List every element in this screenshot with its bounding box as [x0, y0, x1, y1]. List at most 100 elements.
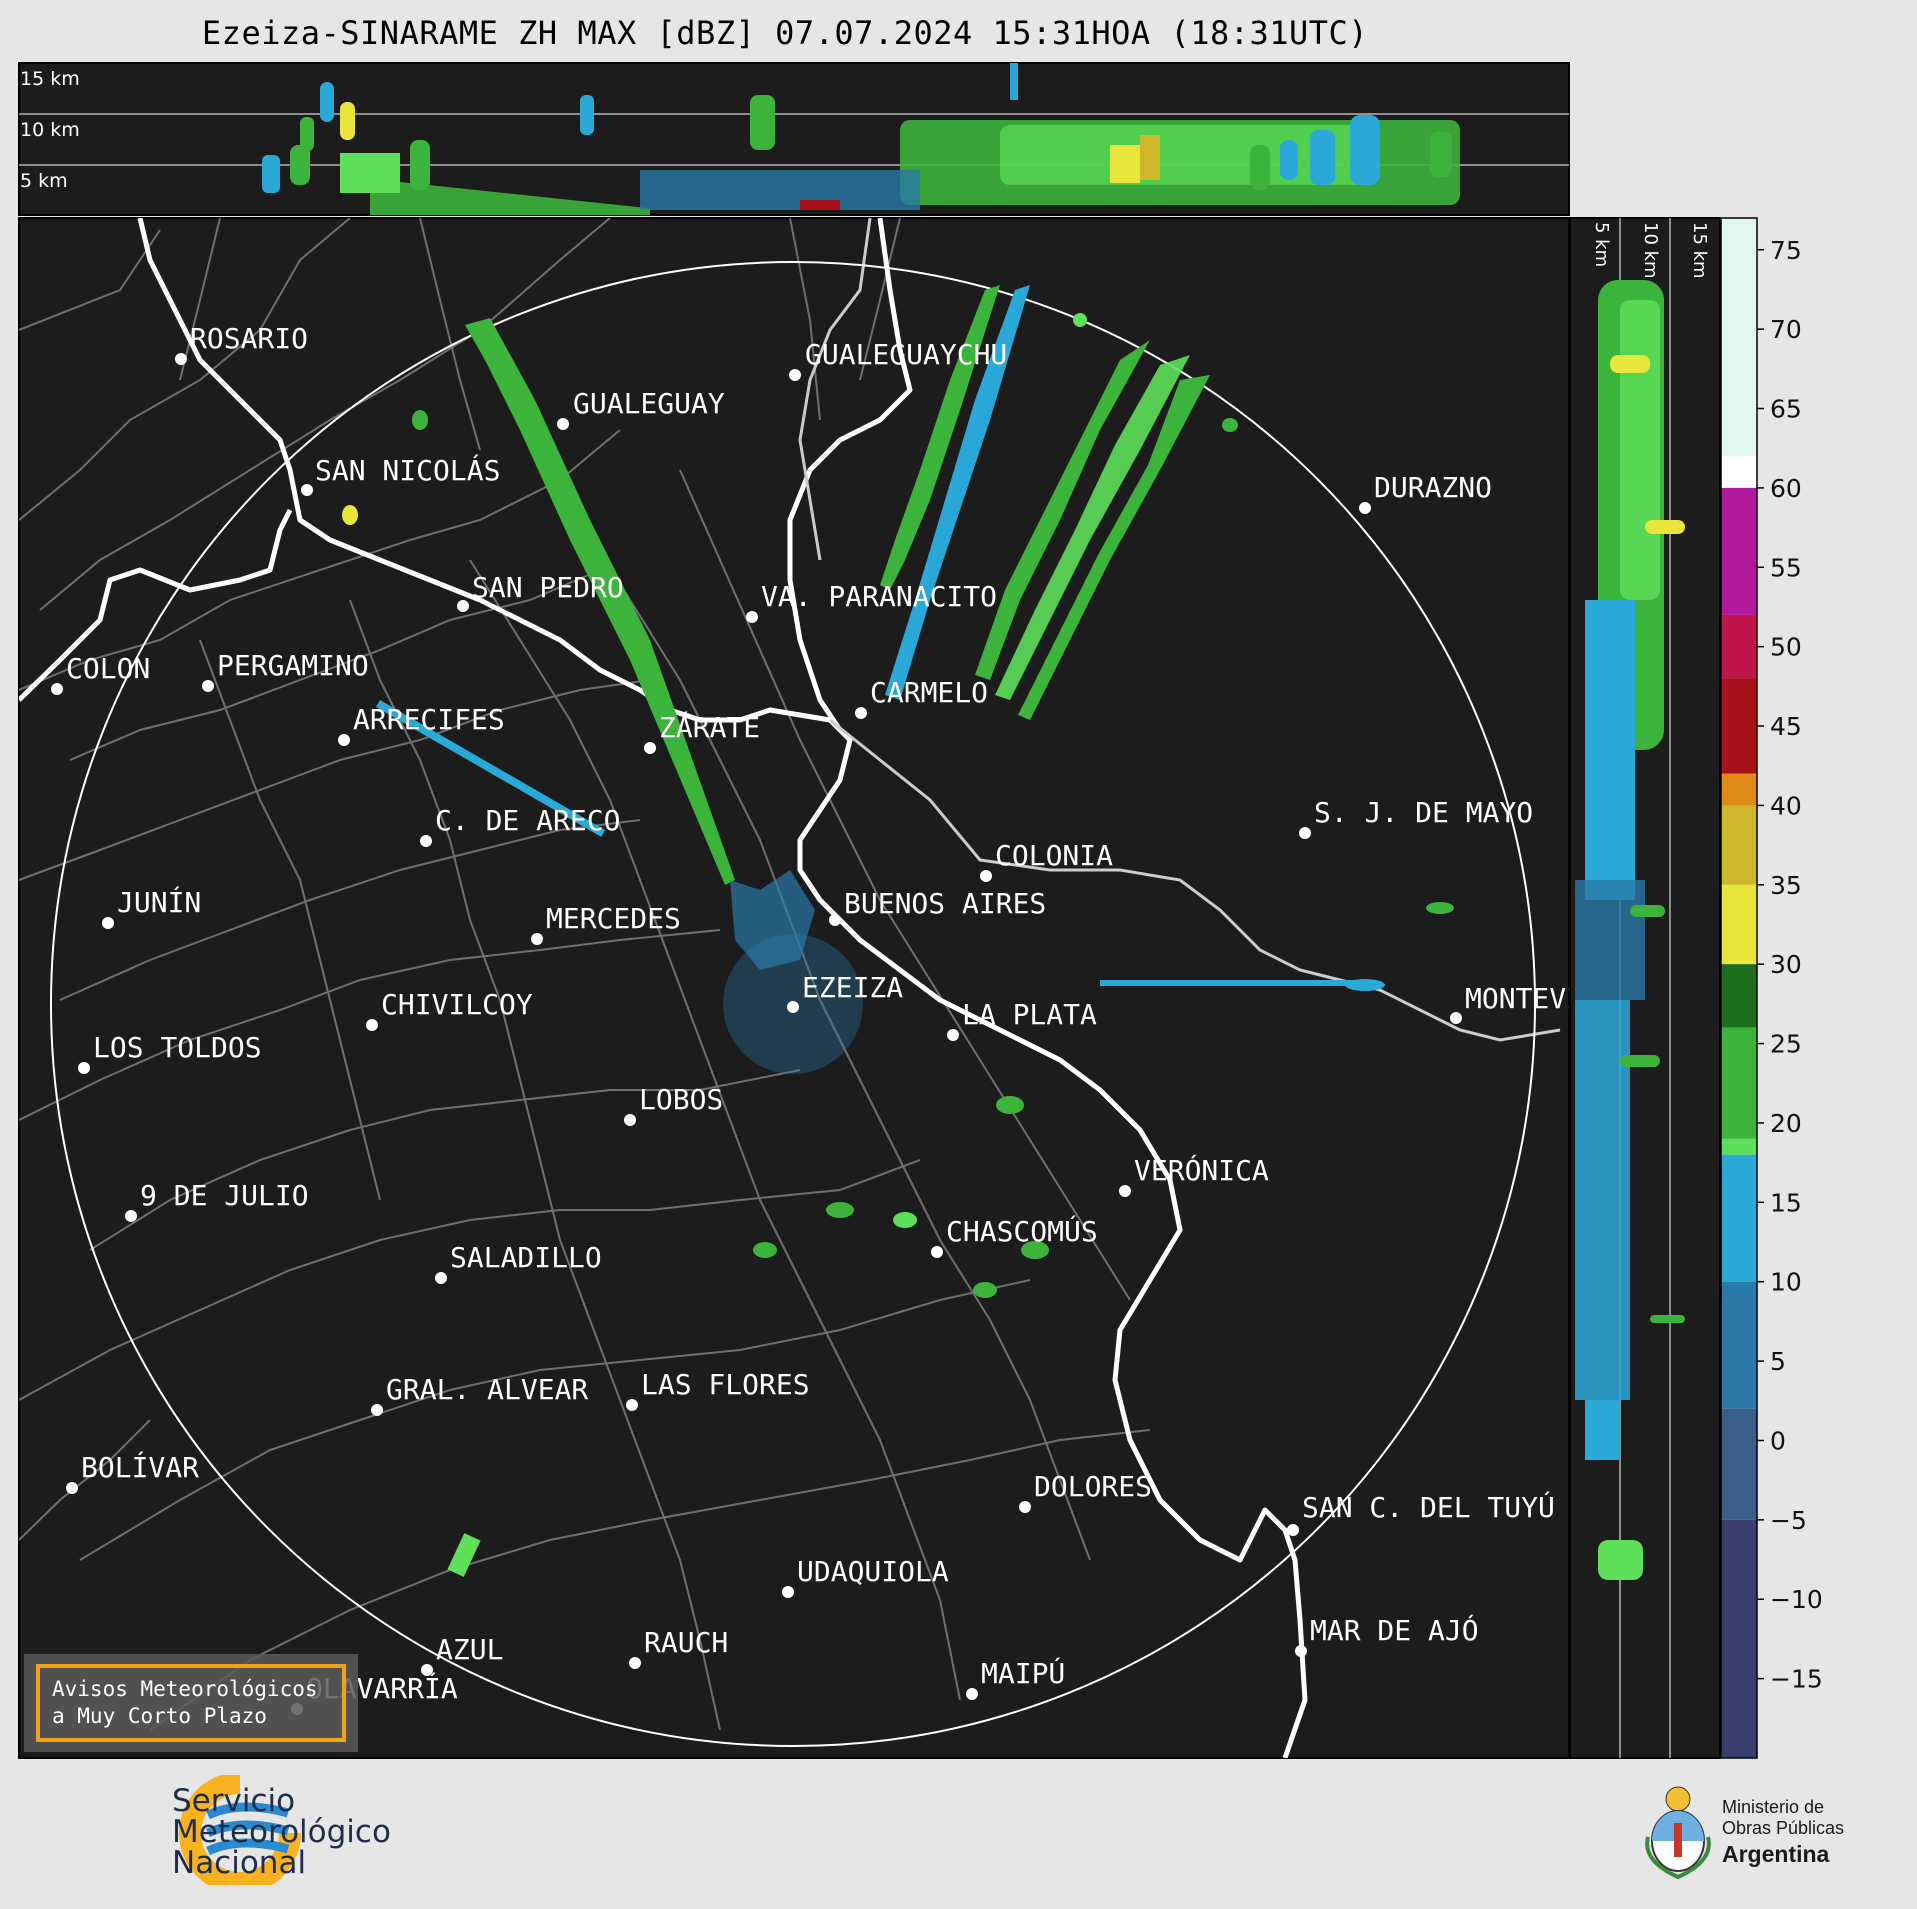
city-buenos-aires: BUENOS AIRES — [829, 887, 1046, 926]
city-label-rosario: ROSARIO — [190, 322, 308, 355]
city-label-mar-de-ajo: MAR DE AJÓ — [1310, 1613, 1479, 1647]
colorbar-band — [1721, 805, 1757, 885]
colorbar-band — [1721, 1408, 1757, 1520]
colorbar-tick-label: 5 — [1770, 1347, 1786, 1376]
city-udaquiola: UDAQUIOLA — [782, 1555, 949, 1598]
colorbar-band — [1721, 1154, 1757, 1282]
city-label-maipu: MAIPÚ — [981, 1656, 1065, 1690]
colorbar-tick-label: 70 — [1770, 315, 1802, 344]
city-durazno: DURAZNO — [1359, 471, 1492, 514]
ministry-line3: Argentina — [1722, 1841, 1830, 1867]
colorbar-tick-label: 10 — [1770, 1268, 1802, 1297]
city-colon: COLON — [51, 652, 150, 695]
city-label-va-paranacito: VA. PARANACITO — [761, 580, 997, 613]
city-la-plata: LA PLATA — [947, 998, 1097, 1041]
city-label-gualeguaychu: GUALEGUAYCHU — [805, 338, 1007, 371]
city-label-san-pedro: SAN PEDRO — [472, 571, 624, 604]
ministry-wordmark: Ministerio de Obras Públicas Argentina — [1722, 1797, 1844, 1869]
city-label-durazno: DURAZNO — [1374, 471, 1492, 504]
coastline — [19, 218, 1308, 1758]
city-label-gral-alvear: GRAL. ALVEAR — [386, 1373, 588, 1406]
city-los-toldos: LOS TOLDOS — [78, 1031, 262, 1074]
city-label-gualeguay: GUALEGUAY — [573, 387, 725, 420]
city-zarate: ZÁRATE — [644, 710, 760, 754]
side-label-15km: 15 km — [1689, 222, 1710, 279]
alert-box-line1: Avisos Meteorológicos — [52, 1677, 318, 1701]
top-cross-section-panel: 15 km 10 km 5 km — [18, 62, 1570, 216]
alert-box-line2: a Muy Corto Plazo — [52, 1704, 267, 1728]
city-label-los-toldos: LOS TOLDOS — [93, 1031, 262, 1064]
city-san-c-del-tuyu: SAN C. DEL TUYÚ — [1287, 1490, 1555, 1536]
top-echo-layer — [262, 63, 1460, 215]
side-label-5km: 5 km — [1591, 222, 1612, 267]
city-maipu: MAIPÚ — [966, 1656, 1065, 1700]
city-label-carmelo: CARMELO — [870, 676, 988, 709]
city-label-mercedes: MERCEDES — [546, 902, 681, 935]
argentina-coat-of-arms-icon — [1645, 1786, 1711, 1880]
colorbar-tick-label: 0 — [1770, 1426, 1786, 1455]
city-azul: AZUL — [421, 1633, 503, 1676]
city-label-montevideo: MONTEVIDEO — [1465, 982, 1634, 1015]
city-pergamino: PERGAMINO — [202, 649, 369, 692]
colorbar-tick-label: 30 — [1770, 950, 1802, 979]
city-label-rauch: RAUCH — [644, 1626, 728, 1659]
colorbar-band — [1721, 456, 1757, 488]
side-echo-layer — [1575, 280, 1685, 1580]
city-label-las-flores: LAS FLORES — [641, 1368, 810, 1401]
city-label-dolores: DOLORES — [1034, 1470, 1152, 1503]
colorbar-tick-label: −15 — [1770, 1665, 1823, 1694]
city-label-colonia: COLONIA — [995, 839, 1113, 872]
side-label-10km: 10 km — [1640, 222, 1661, 279]
city-label-c-de-areco: C. DE ARECO — [435, 804, 620, 837]
side-cross-section-panel: 5 km 10 km 15 km — [1569, 217, 1721, 1759]
colorbar-tick-label: 65 — [1770, 395, 1802, 424]
alert-box[interactable]: Avisos Meteorológicos a Muy Corto Plazo — [24, 1654, 358, 1752]
city-gral-alvear: GRAL. ALVEAR — [371, 1373, 588, 1416]
colorbar-band — [1721, 614, 1757, 679]
top-label-5km: 5 km — [20, 170, 68, 192]
city-rauch: RAUCH — [629, 1626, 728, 1669]
rio-de-la-plata-border — [798, 218, 1561, 1042]
city-saladillo: SALADILLO — [435, 1241, 602, 1284]
city-carmelo: CARMELO — [855, 676, 988, 719]
city-label-9-de-julio: 9 DE JULIO — [140, 1179, 309, 1212]
city-label-veronica: VERÓNICA — [1134, 1153, 1269, 1187]
city-label-s-j-de-mayo: S. J. DE MAYO — [1314, 796, 1533, 829]
colorbar-tick-label: 35 — [1770, 871, 1802, 900]
colorbar-tick-label: 20 — [1770, 1109, 1802, 1138]
colorbar-band — [1721, 487, 1757, 615]
city-veronica: VERÓNICA — [1119, 1153, 1269, 1197]
city-san-nicolas: SAN NICOLÁS — [301, 453, 500, 496]
city-junin: JUNÍN — [102, 885, 201, 929]
colorbar-band — [1721, 964, 1757, 1028]
city-label-colon: COLON — [66, 652, 150, 685]
city-mar-de-ajo: MAR DE AJÓ — [1295, 1613, 1479, 1657]
city-label-san-c-del-tuyu: SAN C. DEL TUYÚ — [1302, 1490, 1555, 1524]
city-label-pergamino: PERGAMINO — [217, 649, 369, 682]
colorbar-band — [1721, 884, 1757, 965]
colorbar-tick-label: 75 — [1770, 236, 1802, 265]
colorbar-tick-label: 40 — [1770, 791, 1802, 820]
city-c-de-areco: C. DE ARECO — [420, 804, 620, 847]
radar-map: ROSARIO GUALEGUAYCHU GUALEGUAY SAN NICOL… — [18, 217, 1634, 1759]
city-bolivar: BOLÍVAR — [66, 1450, 199, 1494]
ministry-line2: Obras Públicas — [1722, 1818, 1845, 1838]
city-mercedes: MERCEDES — [531, 902, 681, 945]
city-dolores: DOLORES — [1019, 1470, 1152, 1513]
city-va-paranacito: VA. PARANACITO — [746, 580, 997, 623]
city-label-azul: AZUL — [436, 1633, 503, 1666]
city-label-bolivar: BOLÍVAR — [81, 1450, 199, 1484]
colorbar-frame — [1720, 217, 1758, 1759]
chart-title: Ezeiza-SINARAME ZH MAX [dBZ] 07.07.2024 … — [201, 14, 1369, 52]
admin-borders — [19, 218, 1151, 1731]
city-label-san-nicolas: SAN NICOLÁS — [315, 453, 500, 487]
city-9-de-julio: 9 DE JULIO — [125, 1179, 309, 1222]
smn-line1: Servicio — [172, 1783, 296, 1819]
colorbar-tick-label: 50 — [1770, 633, 1802, 662]
colorbar-tick-label: 60 — [1770, 474, 1802, 503]
city-gualeguay: GUALEGUAY — [557, 387, 725, 430]
colorbar-tick-label: −5 — [1770, 1506, 1807, 1535]
colorbar-band — [1721, 773, 1757, 806]
colorbar-tick-label: 45 — [1770, 712, 1802, 741]
smn-logo — [179, 1775, 301, 1885]
